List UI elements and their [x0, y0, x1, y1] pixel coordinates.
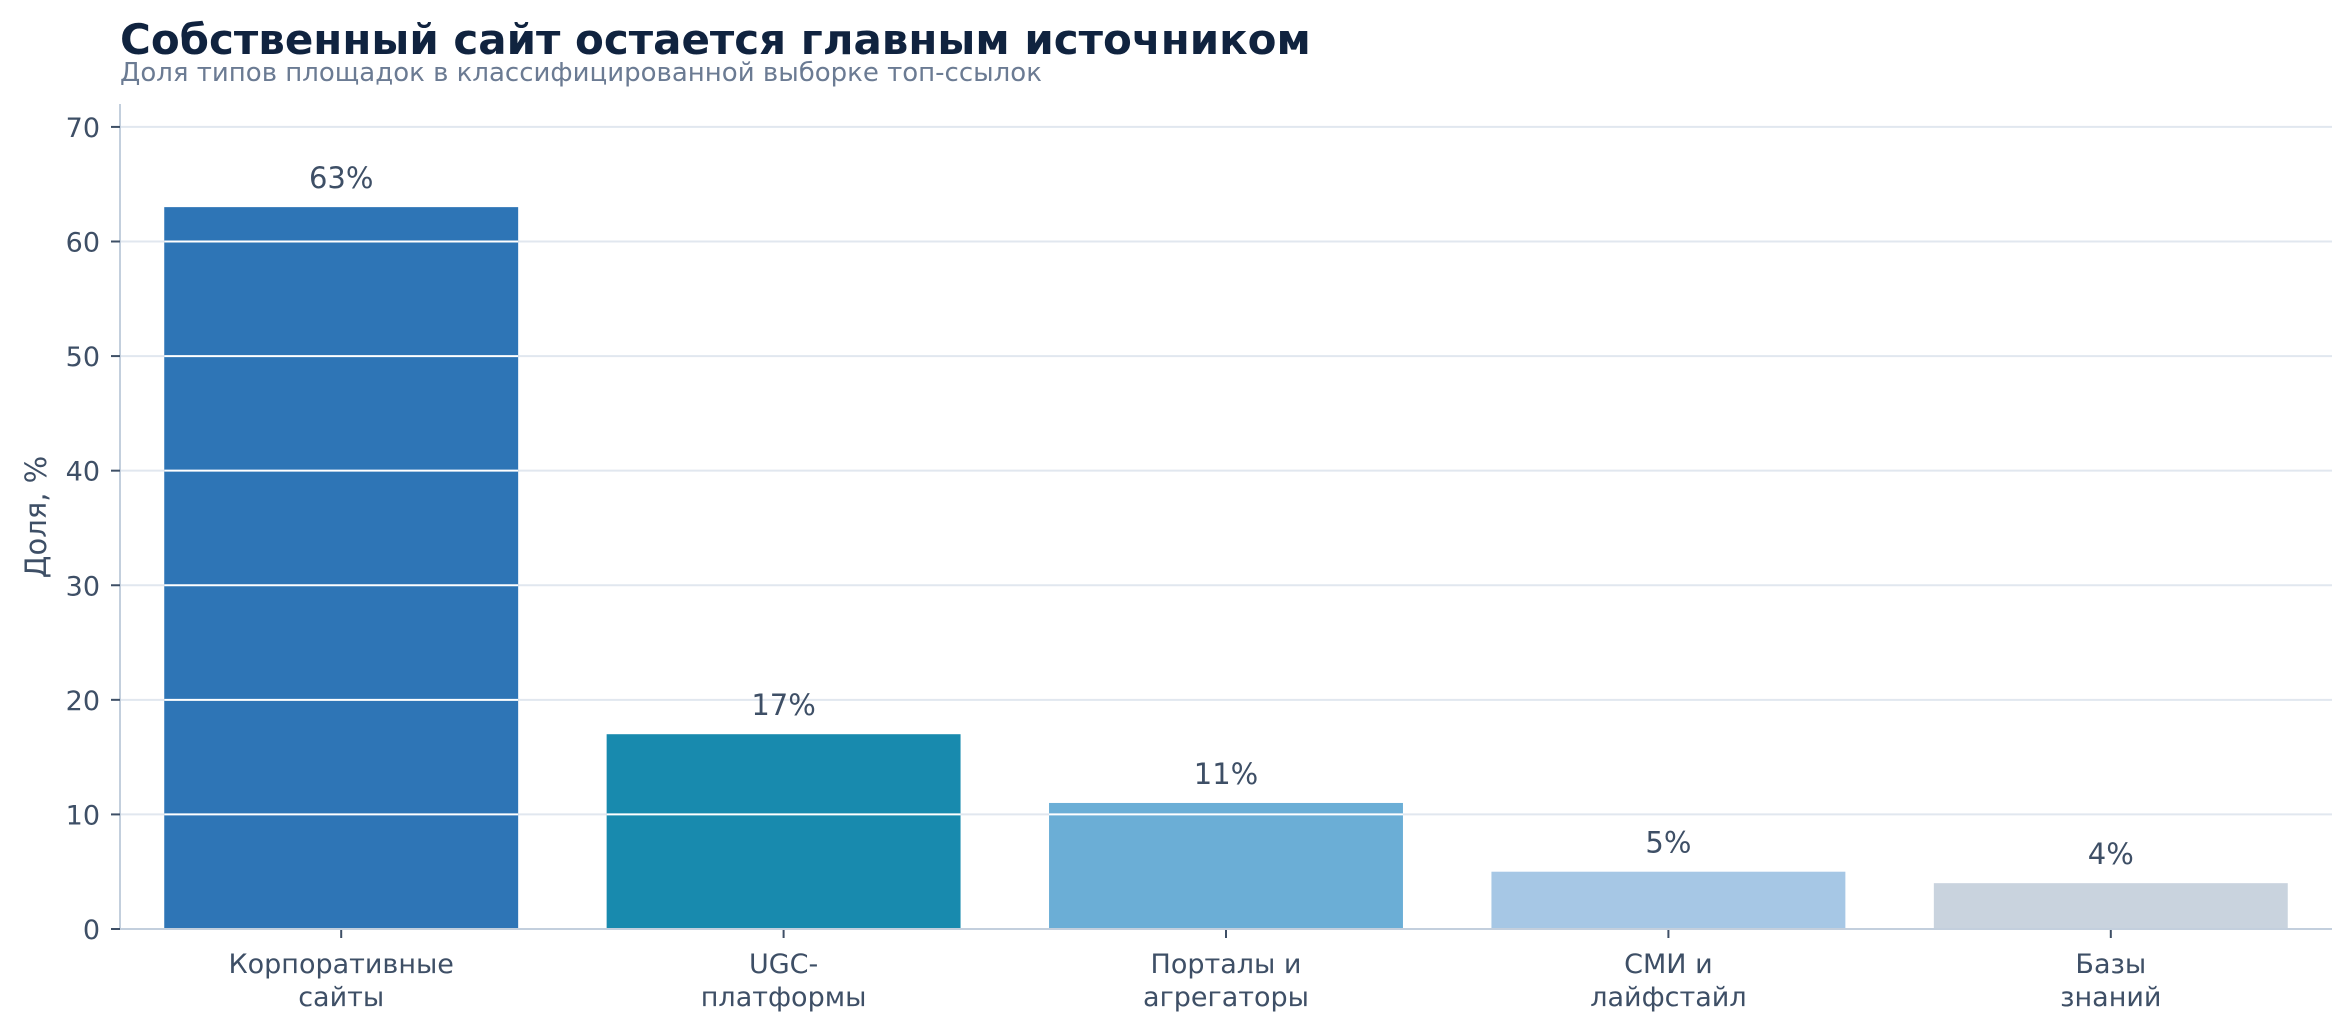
chart-subtitle: Доля типов площадок в классифицированной… — [120, 58, 1042, 88]
y-axis-label: Доля, % — [19, 456, 53, 578]
data-label: 11% — [1194, 757, 1258, 791]
y-tick-label: 30 — [66, 571, 100, 602]
labels: 63% Корпоративные сайты 17% UGC-платформы 11%… — [66, 113, 2162, 1013]
bar — [606, 734, 961, 929]
x-tick-label: Корпоративные сайты — [228, 949, 453, 1013]
y-tick-label: 40 — [66, 457, 100, 488]
bar-grid-overlay — [164, 240, 1403, 816]
data-label: 5% — [1645, 826, 1691, 860]
y-tick-label: 60 — [66, 228, 100, 259]
bar — [1049, 802, 1403, 929]
y-tick-label: 0 — [83, 915, 100, 946]
y-tick-label: 20 — [66, 686, 100, 717]
x-tick-label: UGC-платформы — [701, 949, 867, 1013]
y-tick-label: 10 — [66, 800, 100, 831]
y-tick-label: 70 — [66, 113, 100, 144]
x-tick-label: СМИ и лайфстайл — [1590, 949, 1746, 1013]
data-label: 17% — [751, 688, 815, 722]
bar — [164, 207, 519, 929]
data-label: 4% — [2088, 837, 2134, 871]
bar — [1491, 871, 1846, 929]
data-label: 63% — [309, 161, 373, 195]
x-tick-label: Порталы и агрегаторы — [1143, 949, 1309, 1013]
bar — [1933, 883, 2288, 929]
x-tick-label: Базы знаний — [2060, 949, 2161, 1013]
y-tick-label: 50 — [66, 342, 100, 373]
chart-title: Собственный сайт остается главным источн… — [120, 15, 1311, 64]
axes — [111, 104, 2332, 938]
bars — [164, 207, 2288, 929]
